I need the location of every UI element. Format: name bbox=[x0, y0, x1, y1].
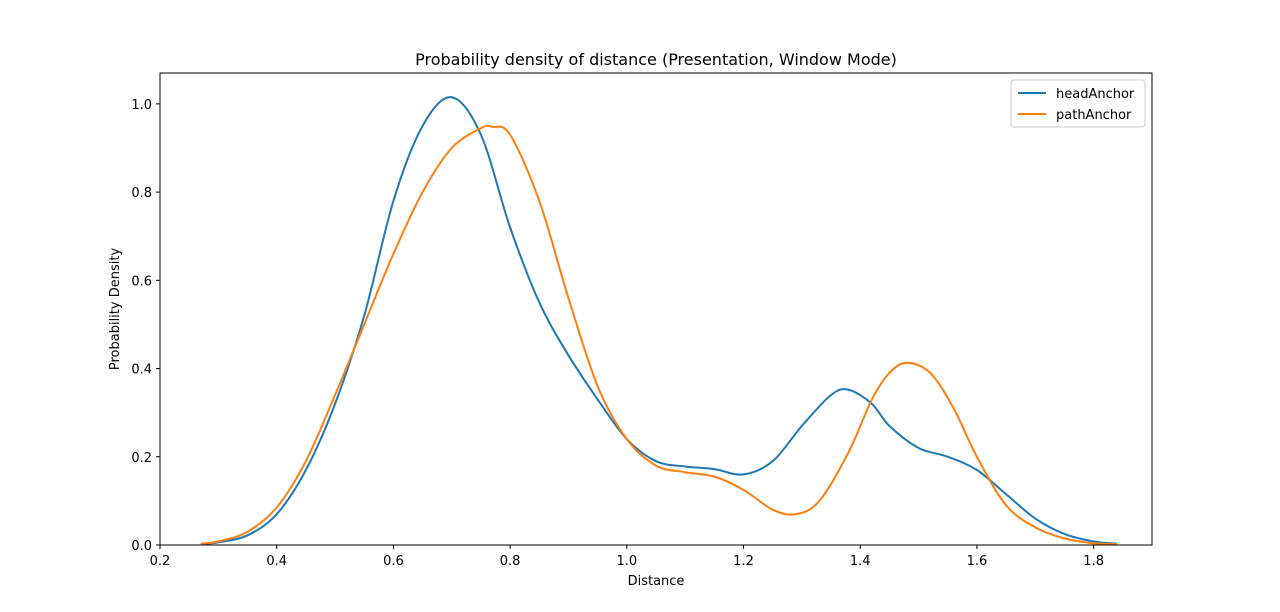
y-tick-label: 0.8 bbox=[131, 186, 152, 201]
x-tick-label: 0.8 bbox=[500, 554, 521, 569]
chart-title: Probability density of distance (Present… bbox=[415, 50, 897, 69]
x-tick-label: 0.4 bbox=[266, 554, 287, 569]
x-tick-label: 1.8 bbox=[1083, 554, 1104, 569]
legend-label-pathAnchor: pathAnchor bbox=[1056, 108, 1132, 123]
x-tick-label: 1.2 bbox=[733, 554, 754, 569]
legend-box bbox=[1010, 79, 1146, 128]
legend: headAnchor pathAnchor bbox=[1010, 79, 1146, 128]
series-line-headAnchor bbox=[200, 96, 1118, 545]
x-axis-label: Distance bbox=[628, 574, 685, 589]
series-layer bbox=[200, 96, 1118, 546]
x-tick-label: 1.4 bbox=[850, 554, 871, 569]
x-ticks: 0.2 0.4 0.6 0.8 1.0 1.2 1.4 1.6 1.8 bbox=[150, 545, 1104, 569]
y-ticks: 0.0 0.2 0.4 0.6 0.8 1.0 bbox=[131, 98, 160, 554]
x-tick-label: 0.2 bbox=[150, 554, 171, 569]
x-tick-label: 0.6 bbox=[383, 554, 404, 569]
y-tick-label: 0.4 bbox=[131, 363, 152, 378]
x-tick-label: 1.0 bbox=[616, 554, 637, 569]
series-line-pathAnchor bbox=[200, 124, 1118, 546]
y-tick-label: 0.2 bbox=[131, 451, 152, 466]
y-tick-label: 1.0 bbox=[131, 98, 152, 113]
x-tick-label: 1.6 bbox=[967, 554, 988, 569]
plot-frame bbox=[159, 72, 1153, 546]
y-tick-label: 0.6 bbox=[131, 274, 152, 289]
y-axis-label: Probability Density bbox=[108, 248, 123, 371]
y-tick-label: 0.0 bbox=[131, 539, 152, 554]
legend-label-headAnchor: headAnchor bbox=[1056, 87, 1135, 102]
